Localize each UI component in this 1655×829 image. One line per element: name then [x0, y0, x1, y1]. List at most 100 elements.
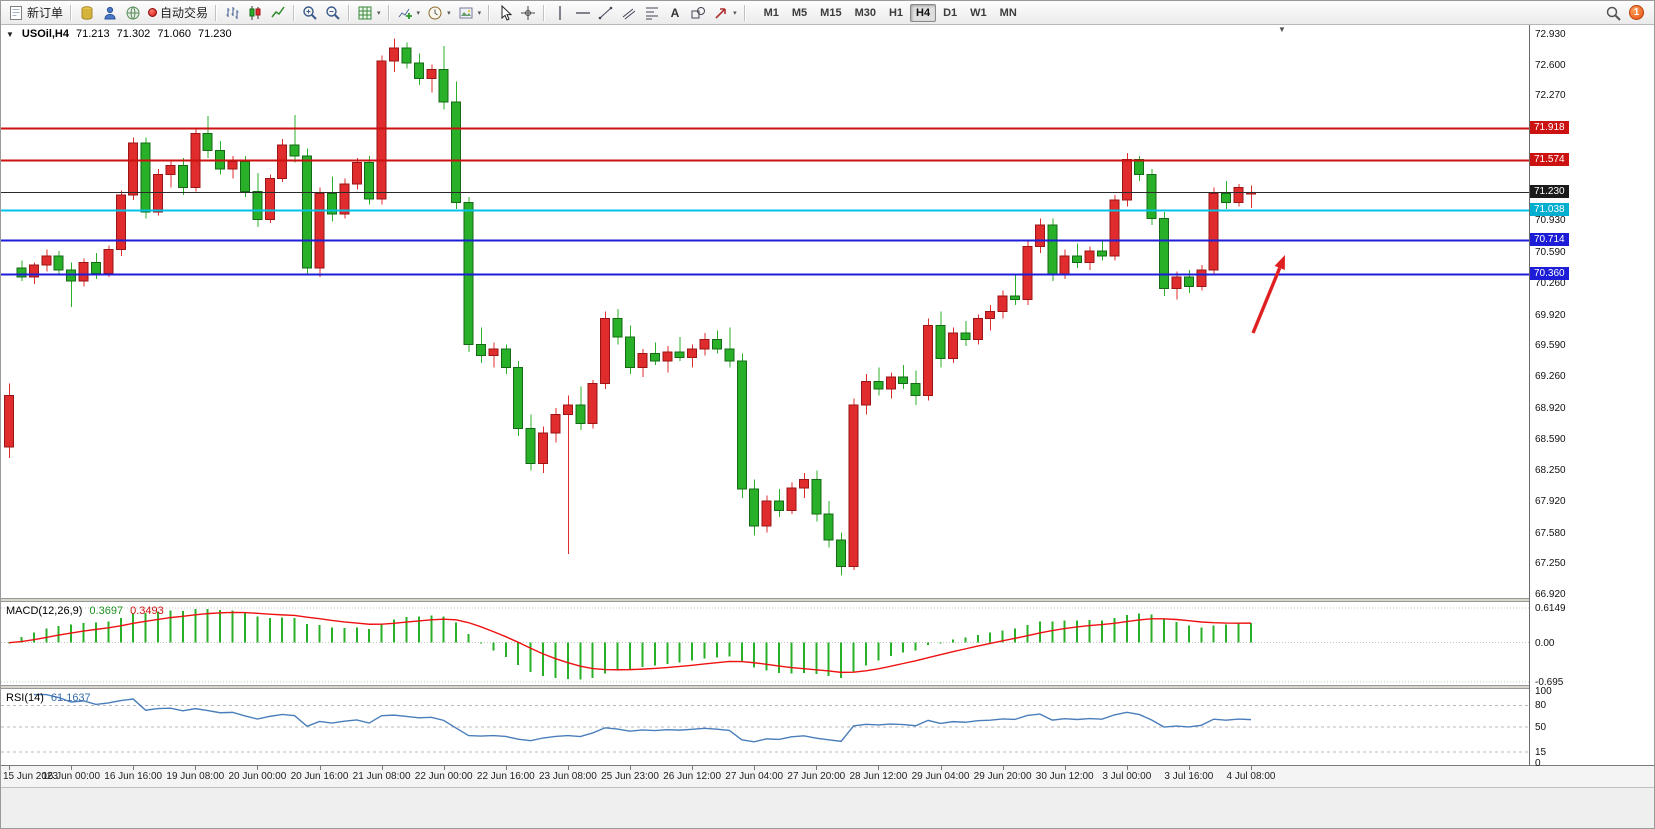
- tf-button-h4[interactable]: H4: [910, 3, 937, 22]
- price-axis-label: 72.270: [1535, 90, 1566, 102]
- tf-button-mn[interactable]: MN: [999, 6, 1017, 19]
- time-axis-label: 22 Jun 00:00: [414, 771, 473, 782]
- time-axis-label: 27 Jun 04:00: [725, 771, 784, 782]
- bar-chart-button[interactable]: [221, 3, 243, 23]
- price-axis-label: 67.250: [1535, 558, 1566, 570]
- profiles-button[interactable]: [76, 3, 98, 23]
- rsi-axis-label: 0: [1535, 758, 1541, 769]
- crosshair-icon: [520, 5, 536, 21]
- price-axis-label: 68.590: [1535, 433, 1566, 445]
- price-badge-70.714: 70.714: [1530, 233, 1569, 247]
- line-chart-button[interactable]: [267, 3, 289, 23]
- price-axis-label: 68.920: [1535, 402, 1566, 414]
- time-tick: [195, 766, 197, 770]
- cursor-button[interactable]: [494, 3, 516, 23]
- channel-icon: [621, 5, 637, 21]
- tf-button-h1[interactable]: H1: [888, 6, 904, 19]
- periods-button[interactable]: ▾: [424, 3, 454, 23]
- chevron-down-icon: ▾: [447, 9, 451, 17]
- zoom-out-icon: [325, 5, 341, 21]
- time-tick: [1002, 766, 1004, 770]
- time-axis-label: 3 Jul 00:00: [1102, 771, 1152, 782]
- price-axis-label: 69.590: [1535, 340, 1566, 352]
- search-icon: [1605, 5, 1621, 21]
- time-tick: [1251, 766, 1252, 770]
- vertical-line-tool-button[interactable]: [549, 3, 571, 23]
- cursor-icon: [497, 4, 513, 21]
- tf-button-m5[interactable]: M5: [791, 6, 808, 19]
- horizontal-line-tool-button[interactable]: [572, 3, 594, 23]
- price-axis-label: 72.930: [1535, 28, 1566, 40]
- macd-main-value: 0.3697: [89, 605, 124, 617]
- time-axis-label: 30 Jun 12:00: [1035, 771, 1094, 782]
- candlestick-chart-button[interactable]: [244, 3, 266, 23]
- time-axis-label: 28 Jun 12:00: [849, 771, 908, 782]
- macd-axis-label: -0.695: [1535, 676, 1564, 688]
- tf-button-m15[interactable]: M15: [820, 6, 842, 19]
- tf-button-w1[interactable]: W1: [970, 6, 987, 19]
- zoom-in-button[interactable]: [299, 3, 321, 23]
- time-tick: [816, 766, 818, 770]
- time-axis-label: 21 Jun 08:00: [352, 771, 411, 782]
- time-axis[interactable]: 15 Jun 2023 16 Jun 00:00 16 Jun 16:00 19 Ju…: [1, 765, 1654, 787]
- new-order-button[interactable]: 新订单: [5, 3, 66, 23]
- chart-shift-marker[interactable]: ▼: [1278, 25, 1286, 34]
- macd-panel[interactable]: MACD(12,26,9) 0.3697 0.3493: [1, 602, 1529, 685]
- candlestick-chart-icon: [247, 5, 263, 21]
- ohlc-high: 71.302: [116, 28, 151, 40]
- crosshair-button[interactable]: [517, 3, 539, 23]
- macd-label: MACD(12,26,9) 0.3697 0.3493: [6, 605, 164, 617]
- autotrade-status-icon: [148, 8, 158, 17]
- chevron-down-icon: ▾: [477, 9, 482, 17]
- notification-badge[interactable]: 1: [1629, 5, 1644, 20]
- indicators-icon: [397, 5, 413, 21]
- channel-tool-button[interactable]: [618, 3, 640, 23]
- indicators-button[interactable]: ▾: [394, 3, 424, 23]
- autotrade-button[interactable]: 自动交易: [145, 3, 211, 23]
- price-badge-71.574: 71.574: [1530, 153, 1569, 167]
- time-axis-label: 23 Jun 08:00: [538, 771, 597, 782]
- text-tool-button[interactable]: A: [664, 3, 686, 23]
- chevron-down-icon: ▾: [416, 9, 421, 17]
- price-badge-70.360: 70.360: [1530, 266, 1569, 280]
- rsi-panel[interactable]: RSI(14) 61.1637: [1, 689, 1529, 765]
- bar-chart-icon: [224, 5, 240, 21]
- price-axis-label: 69.260: [1535, 371, 1566, 383]
- tf-button-m1[interactable]: M1: [763, 6, 779, 19]
- price-axis-label: 66.920: [1535, 589, 1566, 601]
- text-tool-icon: A: [667, 5, 683, 21]
- trendline-tool-button[interactable]: [595, 3, 617, 23]
- navigator-button[interactable]: [99, 3, 121, 23]
- candlestick-chart[interactable]: [1, 25, 1529, 598]
- template-icon: [458, 5, 474, 21]
- grid-button[interactable]: ▾: [354, 3, 384, 23]
- main-toolbar: 新订单 自动交易 ▾ ▾ ▾ ▾ A ▾ M1 M: [1, 1, 1654, 25]
- macd-signal-line: [8, 611, 1252, 674]
- panel-splitter[interactable]: [1, 685, 1654, 689]
- panel-splitter[interactable]: [1, 598, 1654, 602]
- time-axis-label: 29 Jun 04:00: [911, 771, 970, 782]
- annotation-arrow[interactable]: [1251, 267, 1282, 334]
- rsi-axis-label: 100: [1535, 686, 1552, 697]
- arrows-tool-button[interactable]: ▾: [710, 3, 740, 23]
- price-axis[interactable]: 72.930 72.600 72.270 70.930 70.590 70.260 69.9…: [1529, 25, 1654, 769]
- market-globe-button[interactable]: [122, 3, 144, 23]
- macd-chart: [1, 607, 1529, 683]
- tf-button-d1[interactable]: D1: [943, 6, 958, 19]
- rsi-name: RSI(14): [6, 692, 44, 704]
- shapes-tool-button[interactable]: [687, 3, 709, 23]
- time-axis-label: 26 Jun 12:00: [663, 771, 722, 782]
- macd-name: MACD(12,26,9): [6, 605, 83, 617]
- fibonacci-tool-button[interactable]: [641, 3, 663, 23]
- tf-button-m30[interactable]: M30: [854, 6, 876, 19]
- chart-symbol-label: ▼ USOil,H4 71.213 71.302 71.060 71.230: [6, 28, 232, 40]
- search-button[interactable]: [1602, 3, 1624, 23]
- zoom-out-button[interactable]: [322, 3, 344, 23]
- one-click-trading-arrow[interactable]: ▼: [6, 29, 14, 39]
- templates-button[interactable]: ▾: [455, 3, 485, 23]
- toolbar-separator: [543, 4, 546, 21]
- price-chart-panel[interactable]: ▼ USOil,H4 71.213 71.302 71.060 71.230 ▼: [1, 25, 1529, 598]
- time-axis-label: 15 Jun 2023: [3, 771, 59, 782]
- price-badge-71.918: 71.918: [1530, 121, 1569, 135]
